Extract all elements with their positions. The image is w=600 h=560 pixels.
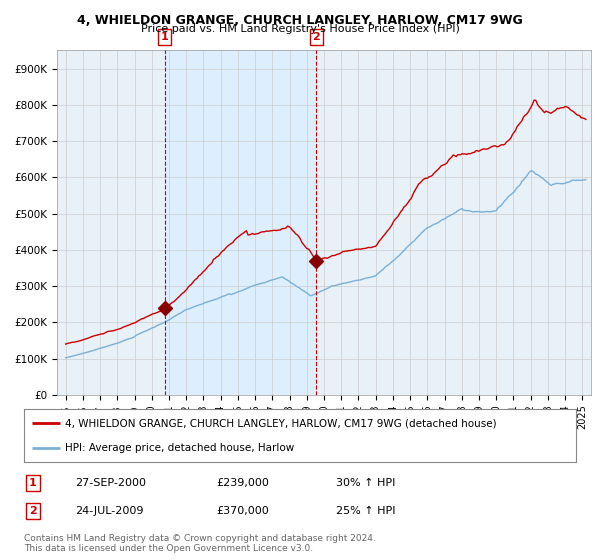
Text: £239,000: £239,000 <box>216 478 269 488</box>
Text: Price paid vs. HM Land Registry's House Price Index (HPI): Price paid vs. HM Land Registry's House … <box>140 24 460 34</box>
Text: 2: 2 <box>313 32 320 42</box>
Text: 1: 1 <box>29 478 37 488</box>
Text: 24-JUL-2009: 24-JUL-2009 <box>75 506 143 516</box>
Text: 4, WHIELDON GRANGE, CHURCH LANGLEY, HARLOW, CM17 9WG (detached house): 4, WHIELDON GRANGE, CHURCH LANGLEY, HARL… <box>65 418 497 428</box>
Text: 30% ↑ HPI: 30% ↑ HPI <box>336 478 395 488</box>
Text: 1: 1 <box>161 32 169 42</box>
Text: 2: 2 <box>29 506 37 516</box>
Text: £370,000: £370,000 <box>216 506 269 516</box>
Text: 4, WHIELDON GRANGE, CHURCH LANGLEY, HARLOW, CM17 9WG: 4, WHIELDON GRANGE, CHURCH LANGLEY, HARL… <box>77 14 523 27</box>
Text: HPI: Average price, detached house, Harlow: HPI: Average price, detached house, Harl… <box>65 442 295 452</box>
Text: Contains HM Land Registry data © Crown copyright and database right 2024.
This d: Contains HM Land Registry data © Crown c… <box>24 534 376 553</box>
Text: 27-SEP-2000: 27-SEP-2000 <box>75 478 146 488</box>
Text: 25% ↑ HPI: 25% ↑ HPI <box>336 506 395 516</box>
Bar <box>164 50 316 395</box>
